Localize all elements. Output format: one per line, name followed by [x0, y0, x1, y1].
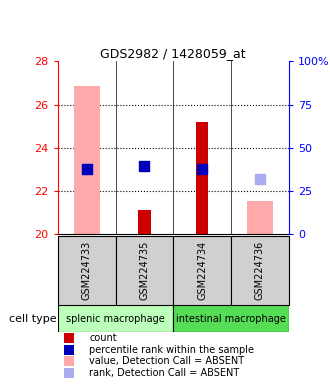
- Title: GDS2982 / 1428059_at: GDS2982 / 1428059_at: [100, 47, 246, 60]
- Text: splenic macrophage: splenic macrophage: [66, 314, 165, 324]
- FancyBboxPatch shape: [58, 236, 115, 305]
- Point: [67, 369, 72, 376]
- Point: [257, 176, 263, 182]
- FancyBboxPatch shape: [231, 236, 289, 305]
- FancyBboxPatch shape: [173, 236, 231, 305]
- Text: intestinal macrophage: intestinal macrophage: [176, 314, 286, 324]
- Text: rank, Detection Call = ABSENT: rank, Detection Call = ABSENT: [89, 367, 239, 377]
- Point: [84, 166, 89, 172]
- Bar: [247, 201, 273, 234]
- Text: GSM224736: GSM224736: [255, 241, 265, 300]
- Text: GSM224733: GSM224733: [82, 241, 92, 300]
- FancyBboxPatch shape: [173, 305, 289, 332]
- Bar: [196, 122, 209, 234]
- Bar: [138, 210, 151, 234]
- Text: count: count: [89, 333, 117, 343]
- Point: [84, 166, 89, 172]
- Bar: [74, 86, 100, 234]
- Point: [67, 347, 72, 353]
- Point: [67, 335, 72, 341]
- Point: [199, 166, 205, 172]
- Text: GSM224734: GSM224734: [197, 241, 207, 300]
- Point: [67, 358, 72, 364]
- FancyBboxPatch shape: [115, 236, 173, 305]
- FancyBboxPatch shape: [58, 305, 173, 332]
- Point: [142, 163, 147, 169]
- Text: cell type: cell type: [9, 314, 57, 324]
- Text: percentile rank within the sample: percentile rank within the sample: [89, 345, 254, 355]
- Text: value, Detection Call = ABSENT: value, Detection Call = ABSENT: [89, 356, 244, 366]
- Text: GSM224735: GSM224735: [139, 241, 149, 300]
